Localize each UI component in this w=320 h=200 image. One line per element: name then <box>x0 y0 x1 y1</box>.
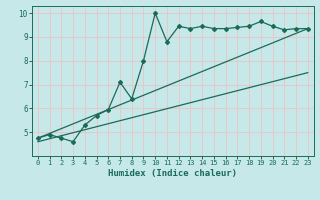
X-axis label: Humidex (Indice chaleur): Humidex (Indice chaleur) <box>108 169 237 178</box>
